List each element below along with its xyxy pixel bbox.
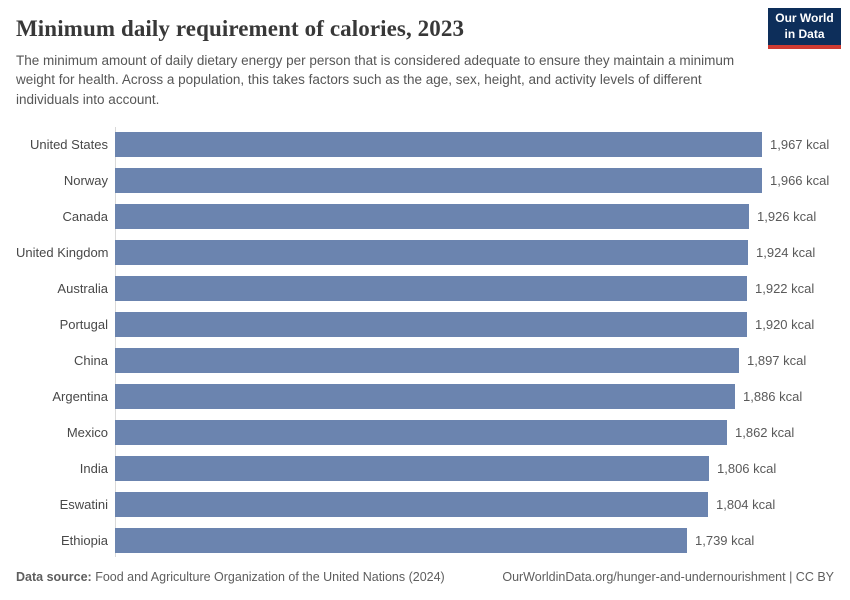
bar-track: 1,739 kcal <box>115 527 834 553</box>
country-label: Ethiopia <box>61 532 108 548</box>
value-label: 1,966 kcal <box>770 172 830 188</box>
data-source-note: Data source: Food and Agriculture Organi… <box>16 570 445 584</box>
bar[interactable] <box>115 455 709 481</box>
bar-track: 1,924 kcal <box>115 239 834 265</box>
bar[interactable] <box>115 491 708 517</box>
country-label: Mexico <box>66 424 108 440</box>
bar[interactable] <box>115 419 727 445</box>
data-source-label: Data source: <box>16 570 92 584</box>
bar-row: Ethiopia 1,739 kcal <box>16 527 834 553</box>
bar[interactable] <box>115 527 687 553</box>
bar-row: Australia 1,922 kcal <box>16 275 834 301</box>
bar[interactable] <box>115 239 748 265</box>
bar-track: 1,804 kcal <box>115 491 834 517</box>
bar-track: 1,920 kcal <box>115 311 834 337</box>
value-label: 1,806 kcal <box>717 460 777 476</box>
owid-logo[interactable]: Our World in Data <box>768 8 841 49</box>
bar-row: United Kingdom 1,924 kcal <box>16 239 834 265</box>
attribution-link[interactable]: OurWorldinData.org/hunger-and-undernouri… <box>502 570 834 584</box>
country-label: India <box>79 460 108 476</box>
bar-track: 1,897 kcal <box>115 347 834 373</box>
value-label: 1,739 kcal <box>695 532 755 548</box>
bar-chart: United States 1,967 kcal Norway 1,966 kcal C… <box>16 126 834 557</box>
bar-track: 1,806 kcal <box>115 455 834 481</box>
bar[interactable] <box>115 131 762 157</box>
bar[interactable] <box>115 383 735 409</box>
bar-row: India 1,806 kcal <box>16 455 834 481</box>
country-label: Eswatini <box>59 496 108 512</box>
country-label: China <box>74 352 108 368</box>
bar[interactable] <box>115 347 739 373</box>
bar-row: Mexico 1,862 kcal <box>16 419 834 445</box>
bar-track: 1,967 kcal <box>115 131 834 157</box>
bar-row: Norway 1,966 kcal <box>16 167 834 193</box>
bar[interactable] <box>115 311 747 337</box>
bar-track: 1,886 kcal <box>115 383 834 409</box>
bar[interactable] <box>115 203 749 229</box>
chart-subtitle: The minimum amount of daily dietary ener… <box>16 53 735 107</box>
value-label: 1,920 kcal <box>755 316 815 332</box>
value-label: 1,886 kcal <box>743 388 803 404</box>
country-label: Portugal <box>59 316 108 332</box>
value-label: 1,922 kcal <box>755 280 815 296</box>
value-label: 1,924 kcal <box>756 244 816 260</box>
chart-title: Minimum daily requirement of calories, 2… <box>16 16 465 41</box>
owid-logo-line2: in Data <box>784 26 825 41</box>
country-label: United States <box>29 136 108 152</box>
bar-track: 1,862 kcal <box>115 419 834 445</box>
bar-row: United States 1,967 kcal <box>16 131 834 157</box>
bar-track: 1,966 kcal <box>115 167 834 193</box>
country-label: Canada <box>62 208 108 224</box>
y-axis-line <box>115 126 116 557</box>
country-label: Australia <box>57 280 108 296</box>
value-label: 1,897 kcal <box>747 352 807 368</box>
bar[interactable] <box>115 275 747 301</box>
bar-track: 1,926 kcal <box>115 203 834 229</box>
value-label: 1,967 kcal <box>770 136 830 152</box>
owid-logo-line1: Our World <box>775 10 834 25</box>
bar[interactable] <box>115 167 762 193</box>
data-source-text: Food and Agriculture Organization of the… <box>91 570 445 584</box>
bar-track: 1,922 kcal <box>115 275 834 301</box>
bar-row: China 1,897 kcal <box>16 347 834 373</box>
country-label: Argentina <box>52 388 108 404</box>
bar-row: Portugal 1,920 kcal <box>16 311 834 337</box>
value-label: 1,862 kcal <box>735 424 795 440</box>
country-label: Norway <box>63 172 108 188</box>
value-label: 1,926 kcal <box>757 208 817 224</box>
country-label: United Kingdom <box>16 244 109 260</box>
value-label: 1,804 kcal <box>716 496 776 512</box>
bar-row: Argentina 1,886 kcal <box>16 383 834 409</box>
bar-row: Eswatini 1,804 kcal <box>16 491 834 517</box>
chart-footer: Data source: Food and Agriculture Organi… <box>16 570 834 586</box>
bar-row: Canada 1,926 kcal <box>16 203 834 229</box>
